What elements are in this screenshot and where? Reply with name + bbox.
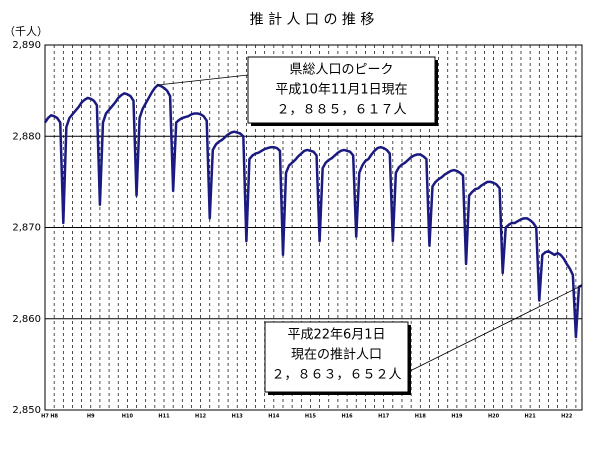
x-tick-label: H20 [488,414,500,420]
x-tick-label: H17 [378,414,390,420]
x-tick-label: H9 [87,414,95,420]
x-tick-label: H18 [415,414,427,420]
population-line [43,83,583,339]
annotation-text: ２，８８５，６１７人 [276,103,406,118]
leader-line [407,285,583,373]
x-tick-label: H22 [561,414,573,420]
y-unit-label: （千人） [4,25,48,38]
annotation-text: 県総人口のピーク [289,63,393,78]
leader-line [157,74,249,86]
annotation-text: 平成22年6月1日 [287,328,385,343]
annotation-text: ２，８６３，６５２人 [271,368,401,383]
x-tick-label: H15 [305,414,317,420]
x-tick-label: H11 [158,414,170,420]
x-tick-label: H13 [232,414,244,420]
y-tick-label: 2,870 [12,223,41,234]
annotation-box [247,56,436,124]
x-tick-label: H14 [268,414,280,420]
annotation-text: 平成10年11月1日現在 [275,83,407,98]
x-tick-label: H21 [525,414,537,420]
y-tick-label: 2,880 [12,131,41,142]
x-tick-label: H10 [122,414,134,420]
y-tick-label: 2,860 [12,314,41,325]
y-tick-label: 2,850 [12,405,41,416]
x-tick-label: H19 [451,414,463,420]
annotation-box [264,321,409,393]
annotation-text: 現在の推計人口 [291,347,382,363]
y-tick-label: 2,890 [12,40,41,51]
x-tick-label: H12 [195,414,207,420]
x-tick-label: H16 [341,414,353,420]
x-tick-label: H7 [41,414,49,420]
x-tick-label: H8 [50,414,58,420]
chart-title: 推 計 人 口 の 推 移 [250,12,375,28]
